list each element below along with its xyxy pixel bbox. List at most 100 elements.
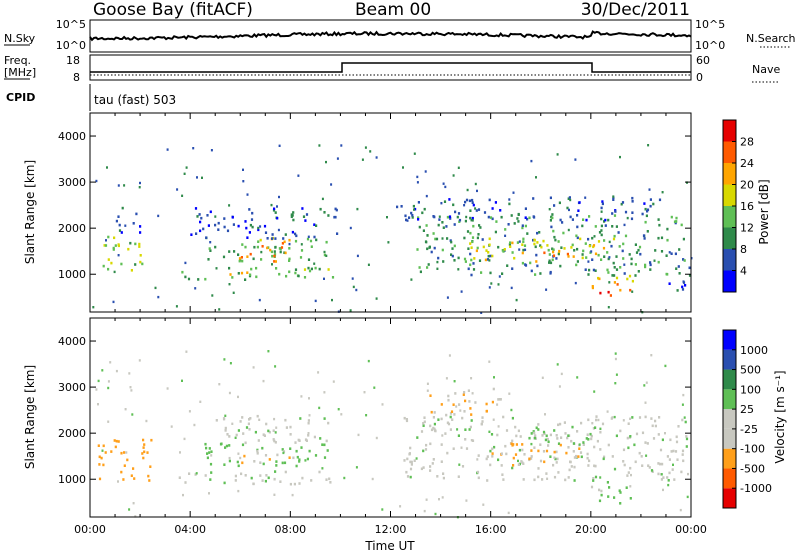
data-cell (641, 464, 644, 467)
data-cell (349, 309, 352, 312)
data-cell (559, 443, 562, 447)
data-cell (425, 224, 428, 227)
data-cell (631, 416, 634, 419)
data-cell (644, 263, 647, 267)
data-cell (435, 237, 439, 241)
data-cell (318, 470, 321, 474)
data-cell (575, 234, 578, 238)
data-cell (456, 428, 459, 431)
data-cell (501, 473, 504, 476)
data-cell (592, 477, 595, 480)
data-cell (675, 435, 678, 439)
data-cell (444, 185, 447, 189)
power-colorbar-tick-label: 12 (740, 222, 754, 235)
data-cell (476, 458, 479, 461)
velocity-colorbar-segment (723, 349, 736, 370)
data-cell (615, 255, 618, 258)
data-cell (631, 290, 634, 293)
data-cell (327, 421, 330, 425)
data-cell (411, 214, 414, 217)
data-cell (297, 438, 300, 442)
data-cell (556, 437, 559, 440)
data-cell (208, 447, 211, 450)
data-cell (307, 235, 310, 238)
data-cell (107, 235, 110, 239)
data-cell (598, 277, 601, 281)
data-cell (449, 239, 452, 242)
data-cell (371, 477, 374, 481)
data-cell (209, 478, 212, 481)
data-cell (682, 280, 685, 283)
data-cell (253, 245, 256, 249)
velocity-colorbar-tick-label: 1000 (740, 344, 768, 357)
data-cell (475, 249, 478, 253)
data-cell (578, 447, 581, 450)
data-cell (228, 391, 231, 395)
data-cell (681, 403, 684, 406)
power-colorbar-tick-label: 28 (740, 136, 754, 149)
data-cell (248, 208, 251, 211)
data-cell (206, 214, 209, 217)
data-cell (237, 489, 240, 493)
data-cell (423, 416, 426, 419)
data-cell (254, 430, 257, 434)
data-cell (257, 240, 260, 243)
data-cell (629, 485, 632, 488)
data-cell (457, 166, 460, 169)
data-cell (436, 260, 439, 264)
data-cell (509, 241, 512, 244)
data-cell (126, 458, 129, 462)
data-cell (682, 393, 685, 397)
data-cell (597, 240, 601, 243)
data-cell (591, 422, 594, 425)
data-cell (504, 228, 507, 231)
data-cell (572, 442, 575, 445)
data-cell (589, 432, 592, 436)
data-cell (552, 463, 555, 467)
data-cell (537, 449, 540, 453)
data-cell (539, 459, 543, 463)
data-cell (413, 459, 416, 462)
data-cell (408, 216, 411, 219)
data-cell (323, 456, 327, 459)
data-cell (458, 463, 461, 466)
power-colorbar-segment (723, 206, 736, 228)
data-cell (181, 194, 184, 197)
data-cell (299, 417, 302, 420)
data-cell (599, 430, 602, 434)
data-cell (559, 422, 562, 426)
power-colorbar-tick-label: 4 (740, 265, 747, 278)
data-cell (157, 214, 160, 218)
data-cell (464, 260, 467, 263)
data-cell (507, 511, 510, 515)
data-cell (652, 437, 656, 440)
data-cell (458, 218, 462, 222)
data-cell (580, 455, 583, 459)
data-cell (644, 220, 647, 224)
data-cell (592, 245, 595, 249)
data-cell (613, 266, 616, 269)
data-cell (560, 372, 563, 376)
data-cell (553, 429, 556, 432)
data-cell (469, 209, 472, 212)
data-cell (611, 225, 614, 228)
data-cell (579, 451, 583, 454)
data-cell (615, 276, 619, 280)
data-cell (441, 248, 444, 252)
data-cell (134, 515, 137, 518)
data-cell (244, 278, 247, 281)
data-cell (255, 275, 258, 279)
data-cell (533, 446, 536, 449)
data-cell (512, 456, 515, 460)
data-cell (547, 444, 550, 447)
data-cell (239, 420, 242, 423)
data-cell (572, 450, 575, 453)
data-cell (181, 379, 183, 382)
data-cell (588, 244, 591, 248)
data-cell (185, 350, 188, 353)
data-cell (530, 269, 533, 273)
data-cell (497, 425, 500, 428)
data-cell (422, 422, 425, 425)
data-cell (396, 205, 399, 209)
velocity-colorbar-tick-label: 100 (740, 383, 761, 396)
